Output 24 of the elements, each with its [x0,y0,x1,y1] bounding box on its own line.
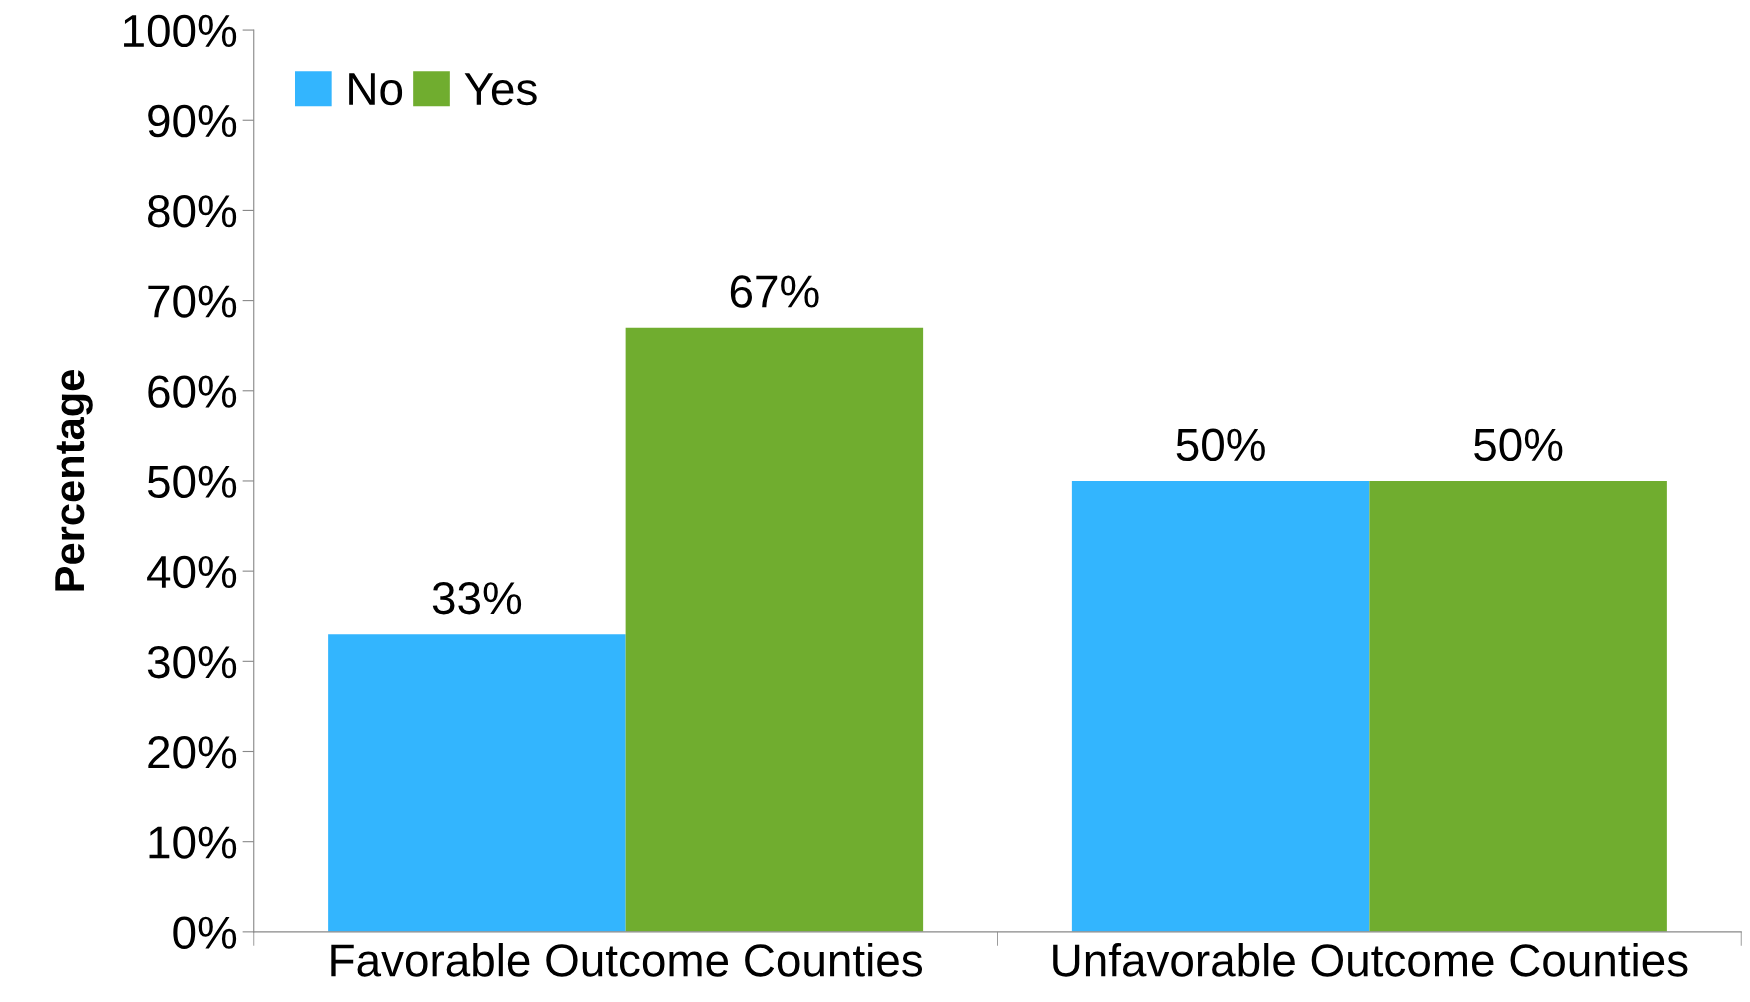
y-axis-title: Percentage [55,370,93,591]
x-tick-label: Unfavorable Outcome Counties [1053,942,1688,977]
y-tick-label: 20% [148,736,237,769]
y-tick-label: 100% [124,14,237,48]
y-tick-label: 40% [147,555,237,589]
bar [625,327,924,932]
bar [1369,480,1667,932]
y-tick-label: 0% [173,916,237,949]
legend-label: No [349,73,403,106]
data-label: 50% [1176,428,1265,462]
data-label: 67% [730,275,819,308]
bar [328,634,626,932]
y-tick-label: 70% [148,285,237,318]
data-label: 50% [1474,428,1563,462]
y-tick-label: 60% [148,375,237,408]
legend-label: Yes [464,73,537,106]
y-tick-label: 10% [149,826,237,859]
y-tick-label: 80% [148,195,237,228]
bar [1071,480,1370,932]
y-tick-label: 30% [147,645,237,679]
y-tick-label: 50% [147,465,237,499]
x-tick-label: Favorable Outcome Counties [331,942,923,977]
y-tick-label: 90% [148,104,237,138]
data-label: 33% [432,581,522,615]
